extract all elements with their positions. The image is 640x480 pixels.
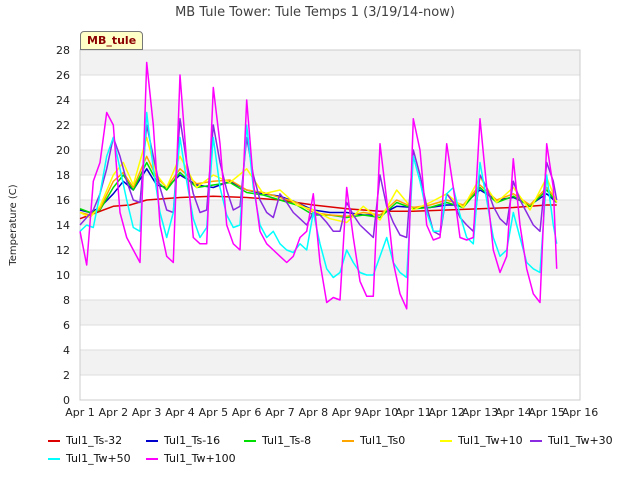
legend-item: Tul1_Tw+50 [48,452,131,465]
legend-swatch [530,440,542,442]
legend-item: Tul1_Ts-16 [146,434,220,447]
legend-item: Tul1_Ts0 [342,434,405,447]
x-tick-label: Apr 5 [199,406,229,419]
y-tick-label: 4 [63,344,70,357]
y-tick-label: 28 [56,44,70,57]
grid-band [80,250,580,275]
legend-label: Tul1_Tw+50 [66,452,131,465]
legend-item: Tul1_Ts-32 [48,434,122,447]
grid-band [80,350,580,375]
legend-item: Tul1_Tw+10 [440,434,523,447]
legend-label: Tul1_Tw+100 [164,452,236,465]
y-tick-label: 14 [56,219,70,232]
x-tick-label: Apr 8 [299,406,329,419]
grid-band [80,300,580,325]
grid-band [80,150,580,175]
y-tick-label: 10 [56,269,70,282]
legend-label: Tul1_Ts-16 [164,434,221,447]
legend-label: Tul1_Ts-8 [262,434,312,447]
series-lines [79,61,558,310]
x-tick-label: Apr 13 [462,406,499,419]
x-tick-label: Apr 1 [65,406,95,419]
line-chart: MB Tule Tower: Tule Temps 1 (3/19/14-now… [8,5,598,419]
y-tick-label: 26 [56,69,70,82]
station-label: MB_tule [80,31,144,50]
series-line-tul1-tw-100 [79,61,558,310]
legend-label: Tul1_Tw+30 [548,434,613,447]
x-tick-label: Apr 12 [428,406,465,419]
series-line-tul1-ts0 [79,155,558,218]
x-tick-label: Apr 7 [265,406,295,419]
legend-swatch [440,440,452,442]
x-tick-label: Apr 4 [165,406,195,419]
legend-label: Tul1_Ts-32 [66,434,123,447]
x-tick-label: Apr 3 [132,406,162,419]
y-tick-label: 0 [63,394,70,407]
legend-swatch [244,440,256,442]
legend-swatch [48,458,60,460]
x-axis-ticks: Apr 1 Apr 2 Apr 3 Apr 4 Apr 5 Apr 6 Apr 7 Apr 8… [65,406,598,419]
grid-band [80,50,580,75]
y-tick-label: 12 [56,244,70,257]
legend-item: Tul1_Tw+30 [530,434,613,447]
y-axis-label: Temperature (C) [8,184,19,266]
y-tick-label: 16 [56,194,70,207]
chart-legend: Tul1_Ts-32 Tul1_Ts-16 Tul1_Ts-8 Tul1_Ts0 Tul… [0,432,640,476]
legend-swatch [146,458,158,460]
y-tick-label: 6 [63,319,70,332]
legend-item: Tul1_Ts-8 [244,434,311,447]
legend-swatch [146,440,158,442]
x-tick-label: Apr 14 [495,406,532,419]
x-tick-label: Apr 6 [232,406,262,419]
legend-swatch [342,440,354,442]
series-line-tul1-tw-10 [79,136,558,224]
x-tick-label: Apr 16 [562,406,599,419]
y-tick-label: 24 [56,94,70,107]
legend-swatch [48,440,60,442]
y-tick-label: 20 [56,144,70,157]
legend-label: Tul1_Ts0 [360,434,406,447]
y-tick-label: 2 [63,369,70,382]
x-tick-label: Apr 15 [528,406,565,419]
y-tick-label: 8 [63,294,70,307]
x-tick-label: Apr 2 [99,406,129,419]
chart-title: MB Tule Tower: Tule Temps 1 (3/19/14-now… [175,5,455,20]
x-tick-label: Apr 10 [362,406,399,419]
y-tick-label: 22 [56,119,70,132]
series-line-tul1-tw-50 [79,111,558,279]
grid-band [80,100,580,125]
x-tick-label: Apr 11 [395,406,432,419]
legend-item: Tul1_Tw+100 [146,452,236,465]
y-tick-label: 18 [56,169,70,182]
x-tick-label: Apr 9 [332,406,362,419]
series-line-tul1-tw-30 [79,118,558,239]
legend-label: Tul1_Tw+10 [458,434,523,447]
grid-bands [80,50,580,375]
